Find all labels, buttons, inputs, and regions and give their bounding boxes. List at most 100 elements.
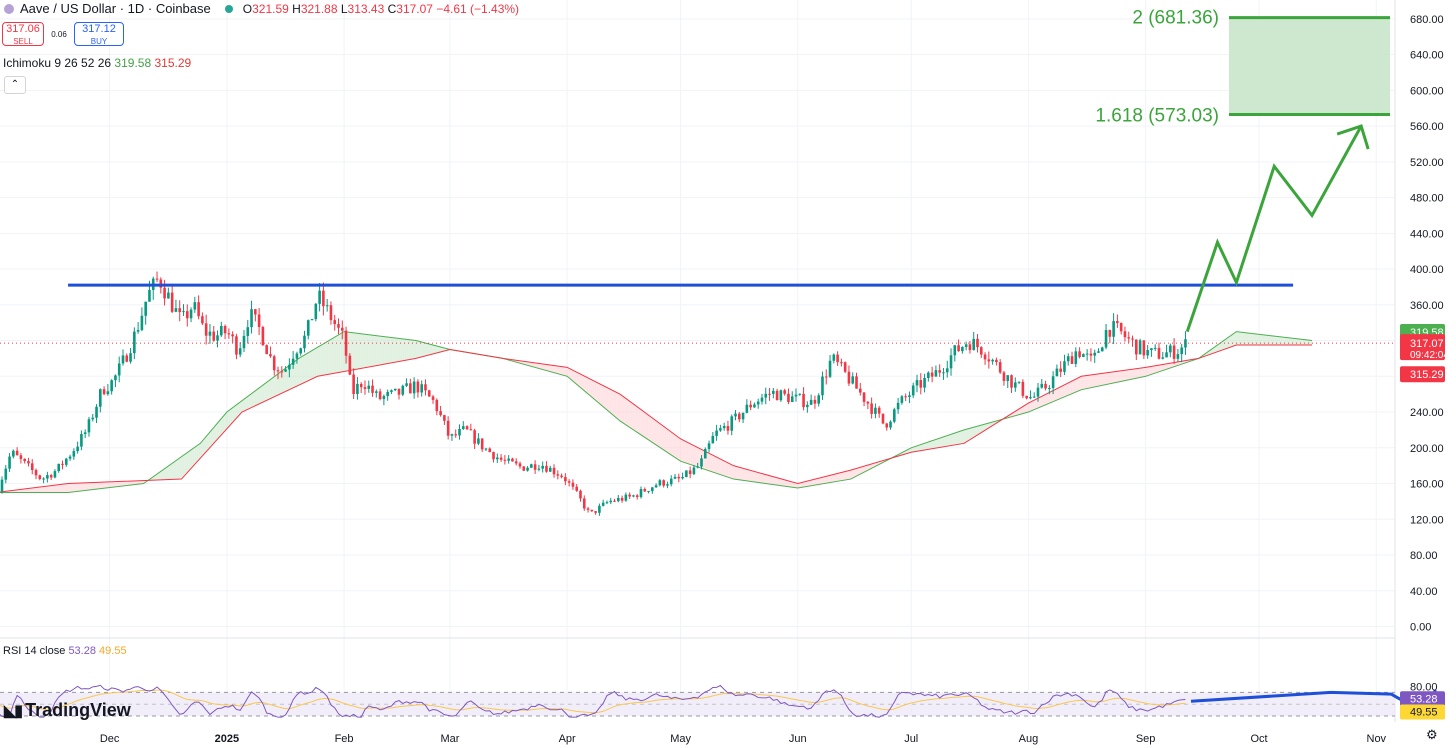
candle-body (19, 455, 23, 459)
cloud-segment (628, 400, 631, 428)
settings-gear-icon[interactable]: ⚙ (1426, 727, 1438, 742)
time-tick: Feb (335, 733, 354, 745)
cloud-segment (966, 428, 969, 443)
price-tick: 40.00 (1410, 586, 1438, 598)
cloud-segment (626, 398, 629, 427)
cloud-segment (164, 467, 167, 480)
cloud-segment (566, 367, 569, 378)
buy-button[interactable]: 317.12 BUY (74, 22, 124, 46)
candle-body (303, 335, 306, 349)
cloud-segment (604, 386, 607, 410)
candle-body (1070, 356, 1074, 364)
cloud-segment (556, 365, 559, 374)
cloud-segment (234, 405, 237, 421)
trade-buttons: 317.06 SELL 0.06 317.12 BUY (2, 22, 124, 46)
candle-body (927, 372, 930, 378)
candle-body (352, 374, 355, 395)
cloud-segment (38, 486, 41, 493)
candle-body (798, 393, 802, 395)
candle-body (609, 500, 613, 503)
last-price-label-bg (1400, 334, 1445, 361)
candle-body (409, 383, 412, 394)
symbol-title[interactable]: Aave / US Dollar · 1D · Coinbase (20, 1, 211, 16)
market-status-icon (224, 4, 233, 13)
candle-body (401, 385, 405, 395)
cloud-segment (784, 479, 787, 487)
candle-body (53, 471, 57, 478)
candle-body (446, 420, 450, 436)
cloud-segment (780, 478, 783, 486)
candle-body (272, 356, 276, 371)
cloud-segment (660, 423, 663, 449)
candle-body (953, 345, 957, 356)
cloud-segment (320, 344, 323, 376)
cloud-segment (436, 345, 439, 354)
countdown-label: 09:42:04 (1410, 350, 1449, 361)
cloud-segment (1078, 376, 1081, 392)
candle-body (900, 396, 904, 403)
candle-body (564, 477, 567, 482)
rsi-legend[interactable]: RSI 14 close 53.28 49.55 (3, 645, 127, 657)
cloud-segment (1148, 366, 1151, 376)
candle-body (828, 360, 832, 377)
candle-body (908, 395, 911, 397)
cloud-segment (678, 437, 681, 461)
cloud-segment (124, 481, 127, 486)
ichimoku-legend[interactable]: Ichimoku 9 26 52 26 319.58 315.29 (3, 56, 192, 70)
candle-body (454, 434, 458, 436)
cloud-segment (118, 481, 121, 487)
cloud-segment (1286, 337, 1289, 346)
cloud-segment (688, 442, 691, 465)
cloud-segment (84, 482, 87, 491)
cloud-segment (354, 332, 357, 370)
cloud-segment (1146, 366, 1149, 377)
candle-body (1085, 353, 1089, 355)
candle-body (261, 327, 265, 346)
candle-body (866, 401, 870, 404)
candle-body (658, 480, 662, 486)
cloud-segment (1098, 373, 1101, 387)
candle-body (930, 372, 934, 377)
cloud-segment (1124, 370, 1127, 381)
candle-body (696, 466, 700, 468)
collapse-indicators-button[interactable]: ⌃ (4, 76, 26, 94)
candle-body (843, 362, 847, 372)
cloud-segment (132, 480, 135, 485)
cloud-segment (408, 339, 411, 360)
cloud-segment (254, 390, 257, 407)
cloud-segment (416, 340, 419, 359)
candle-body (167, 292, 170, 299)
sell-button[interactable]: 317.06 SELL (2, 22, 44, 46)
candle-body (1131, 338, 1134, 340)
candle-body (877, 407, 881, 414)
cloud-segment (434, 345, 437, 354)
cloud-segment (92, 482, 95, 490)
candle-body (106, 391, 110, 395)
cloud-segment (692, 444, 695, 466)
candle-body (1078, 351, 1081, 357)
cloud-segment (828, 475, 831, 483)
candle-body (133, 331, 136, 354)
candle-body (617, 497, 620, 502)
candle-body (968, 344, 972, 351)
cloud-segment (812, 479, 815, 486)
candle-body (579, 490, 582, 499)
candle-body (666, 484, 669, 486)
cloud-segment (112, 481, 115, 488)
cloud-segment (1304, 339, 1307, 346)
candle-body (1044, 383, 1047, 389)
cloud-segment (1046, 393, 1049, 405)
cloud-segment (1308, 340, 1311, 346)
cloud-segment (550, 365, 553, 373)
candle-body (779, 390, 783, 401)
cloud-segment (260, 385, 263, 404)
candle-body (1025, 395, 1028, 399)
cloud-segment (1022, 405, 1025, 414)
cloud-segment (122, 481, 125, 487)
cloud-segment (772, 476, 775, 485)
cloud-segment (924, 442, 927, 451)
cloud-segment (538, 363, 541, 369)
cloud-segment (1266, 335, 1269, 346)
cloud-segment (88, 482, 91, 491)
